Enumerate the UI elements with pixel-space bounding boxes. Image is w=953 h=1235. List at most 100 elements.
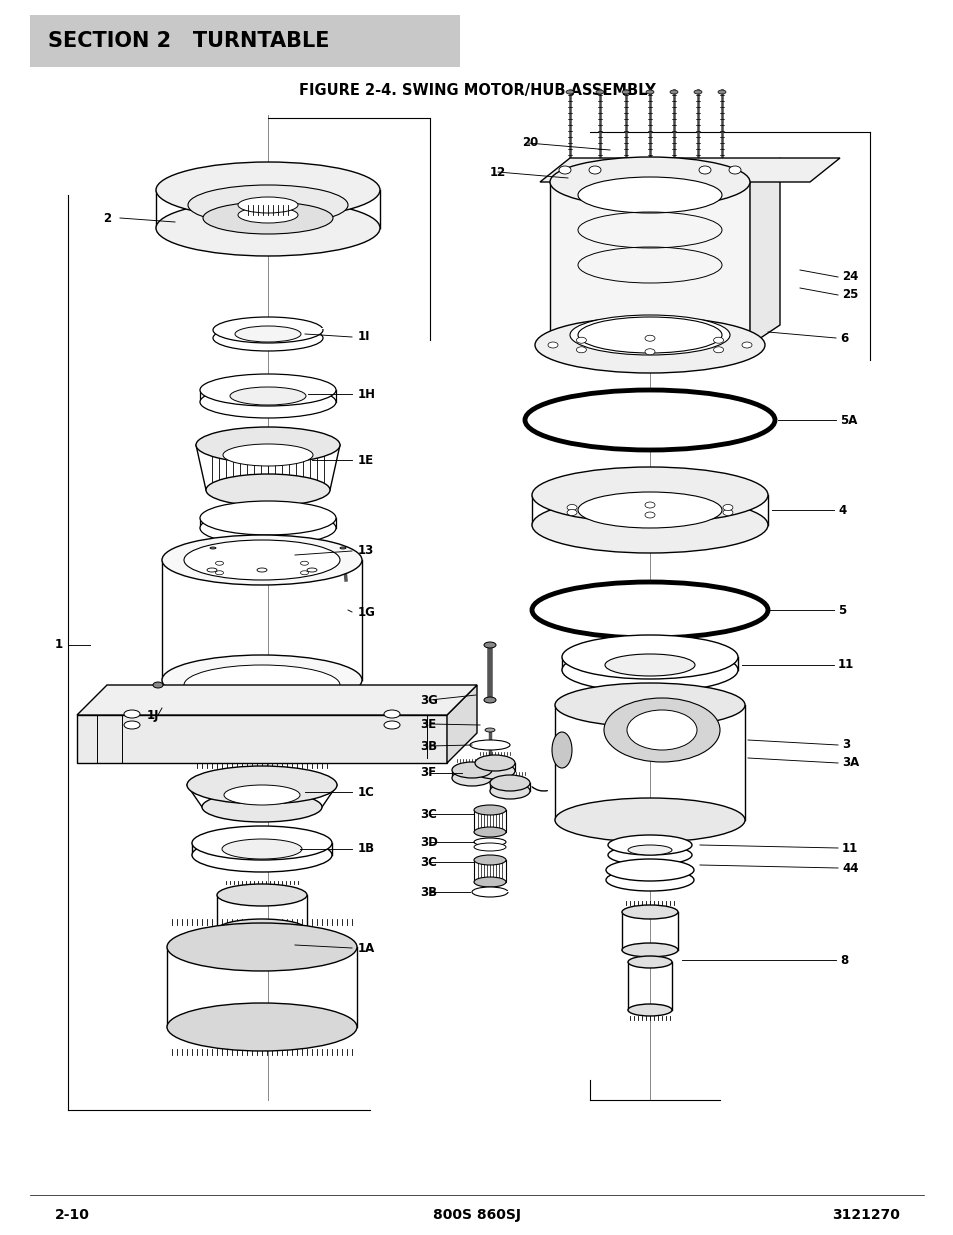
Ellipse shape xyxy=(200,374,335,406)
Ellipse shape xyxy=(699,165,710,174)
Text: 1I: 1I xyxy=(357,331,370,343)
Ellipse shape xyxy=(532,582,767,638)
Text: 8: 8 xyxy=(840,953,847,967)
Ellipse shape xyxy=(713,347,722,353)
Ellipse shape xyxy=(576,337,586,343)
Text: 2: 2 xyxy=(103,211,111,225)
Text: 3B: 3B xyxy=(419,740,436,752)
Ellipse shape xyxy=(627,845,671,855)
Text: 3A: 3A xyxy=(841,757,859,769)
Ellipse shape xyxy=(470,740,510,750)
Ellipse shape xyxy=(188,185,348,225)
Polygon shape xyxy=(77,685,476,715)
Ellipse shape xyxy=(156,162,379,219)
Text: 3F: 3F xyxy=(419,767,436,779)
Ellipse shape xyxy=(192,826,332,860)
Ellipse shape xyxy=(578,317,721,353)
Ellipse shape xyxy=(237,207,297,224)
Text: 13: 13 xyxy=(357,545,374,557)
Polygon shape xyxy=(447,685,476,763)
Ellipse shape xyxy=(552,732,572,768)
Ellipse shape xyxy=(535,317,764,373)
Ellipse shape xyxy=(576,347,586,353)
Text: 11: 11 xyxy=(837,658,853,672)
Ellipse shape xyxy=(200,511,335,545)
Ellipse shape xyxy=(474,827,505,837)
Ellipse shape xyxy=(474,805,505,815)
Ellipse shape xyxy=(384,710,399,718)
Text: 1H: 1H xyxy=(357,388,375,400)
Text: 3: 3 xyxy=(841,739,849,752)
Text: 1G: 1G xyxy=(357,605,375,619)
Ellipse shape xyxy=(162,655,361,705)
Ellipse shape xyxy=(605,860,693,881)
Ellipse shape xyxy=(124,721,140,729)
Ellipse shape xyxy=(152,682,163,688)
Ellipse shape xyxy=(607,835,691,855)
Ellipse shape xyxy=(713,337,722,343)
Ellipse shape xyxy=(215,571,223,574)
Ellipse shape xyxy=(216,919,307,941)
Ellipse shape xyxy=(555,798,744,842)
Ellipse shape xyxy=(669,90,678,94)
Text: 3C: 3C xyxy=(419,808,436,820)
Ellipse shape xyxy=(644,501,655,508)
Ellipse shape xyxy=(200,501,335,535)
Ellipse shape xyxy=(644,348,655,354)
Text: 3E: 3E xyxy=(419,718,436,730)
Ellipse shape xyxy=(307,568,316,572)
Ellipse shape xyxy=(561,635,738,679)
Ellipse shape xyxy=(490,783,530,799)
Ellipse shape xyxy=(474,855,505,864)
Ellipse shape xyxy=(532,496,767,553)
Ellipse shape xyxy=(156,200,379,256)
Polygon shape xyxy=(77,715,447,763)
Ellipse shape xyxy=(184,540,339,580)
Ellipse shape xyxy=(621,905,678,919)
Ellipse shape xyxy=(256,568,267,572)
Ellipse shape xyxy=(550,157,749,207)
Ellipse shape xyxy=(452,769,492,785)
Ellipse shape xyxy=(547,342,558,348)
Text: 20: 20 xyxy=(521,137,537,149)
Ellipse shape xyxy=(558,165,571,174)
Ellipse shape xyxy=(603,698,720,762)
Ellipse shape xyxy=(561,648,738,692)
Ellipse shape xyxy=(532,467,767,522)
Ellipse shape xyxy=(452,762,492,778)
Ellipse shape xyxy=(475,763,515,779)
Ellipse shape xyxy=(210,547,215,550)
Ellipse shape xyxy=(718,90,725,94)
Ellipse shape xyxy=(644,513,655,517)
Text: 1B: 1B xyxy=(357,842,375,856)
Ellipse shape xyxy=(474,877,505,887)
Ellipse shape xyxy=(213,317,323,343)
Ellipse shape xyxy=(300,571,308,574)
Ellipse shape xyxy=(224,785,299,805)
Ellipse shape xyxy=(607,845,691,864)
Ellipse shape xyxy=(384,721,399,729)
Ellipse shape xyxy=(203,203,333,233)
Ellipse shape xyxy=(300,561,308,566)
Ellipse shape xyxy=(644,335,655,341)
Ellipse shape xyxy=(621,90,629,94)
Text: 3G: 3G xyxy=(419,694,437,706)
Ellipse shape xyxy=(693,90,701,94)
Text: 3D: 3D xyxy=(419,836,437,848)
Ellipse shape xyxy=(167,923,356,971)
Ellipse shape xyxy=(234,326,301,342)
Text: 5: 5 xyxy=(837,604,845,616)
Ellipse shape xyxy=(187,766,336,804)
Ellipse shape xyxy=(474,844,505,851)
Text: 25: 25 xyxy=(841,289,858,301)
Ellipse shape xyxy=(213,325,323,351)
Ellipse shape xyxy=(484,727,495,732)
Ellipse shape xyxy=(206,474,330,506)
Ellipse shape xyxy=(192,839,332,872)
Text: 12: 12 xyxy=(490,165,506,179)
Text: 44: 44 xyxy=(841,862,858,874)
Text: 6: 6 xyxy=(840,331,847,345)
Ellipse shape xyxy=(216,884,307,906)
Ellipse shape xyxy=(626,710,697,750)
Ellipse shape xyxy=(604,655,695,676)
